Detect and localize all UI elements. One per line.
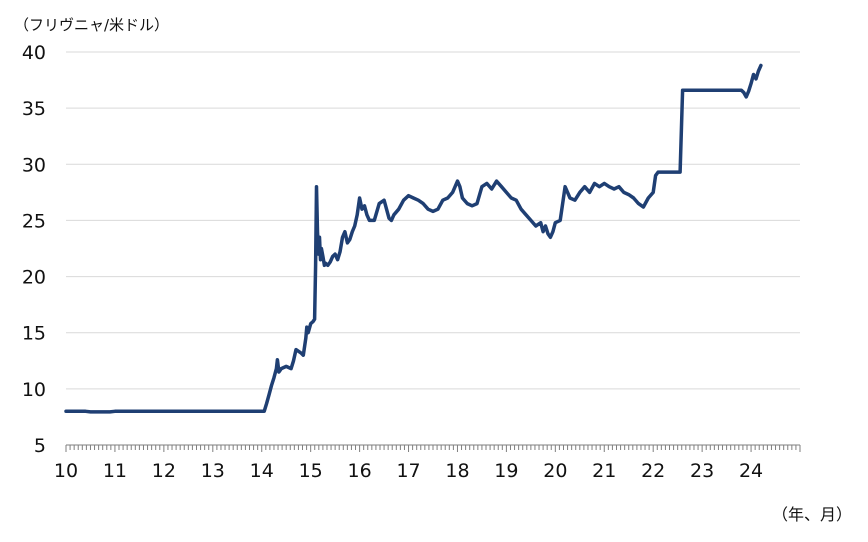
x-tick-label: 12 <box>152 460 176 482</box>
y-tick-label: 35 <box>22 98 46 120</box>
y-tick-label: 25 <box>22 210 46 232</box>
series-line <box>64 63 763 414</box>
y-axis-label: （フリヴニャ/米ドル） <box>14 16 169 34</box>
y-tick-label: 15 <box>22 323 46 345</box>
x-tick-label: 23 <box>690 460 714 482</box>
y-tick-label: 10 <box>22 379 46 401</box>
x-tick-label: 15 <box>299 460 323 482</box>
x-tick-label: 10 <box>54 460 78 482</box>
y-tick-label: 30 <box>22 154 46 176</box>
x-tick-label: 11 <box>103 460 127 482</box>
x-tick-label: 16 <box>348 460 372 482</box>
x-tick-label: 14 <box>250 460 274 482</box>
x-tick-label: 13 <box>201 460 225 482</box>
y-tick-label: 5 <box>34 435 46 457</box>
y-tick-label: 20 <box>22 267 46 289</box>
x-tick-label: 24 <box>739 460 763 482</box>
x-tick-label: 19 <box>494 460 518 482</box>
x-tick-label: 21 <box>592 460 616 482</box>
x-tick-label: 20 <box>543 460 567 482</box>
x-tick-label: 22 <box>641 460 665 482</box>
x-tick-label: 17 <box>396 460 420 482</box>
x-axis-unit-label: （年、月） <box>772 505 852 524</box>
y-tick-label: 40 <box>22 42 46 64</box>
x-tick-label: 18 <box>445 460 469 482</box>
